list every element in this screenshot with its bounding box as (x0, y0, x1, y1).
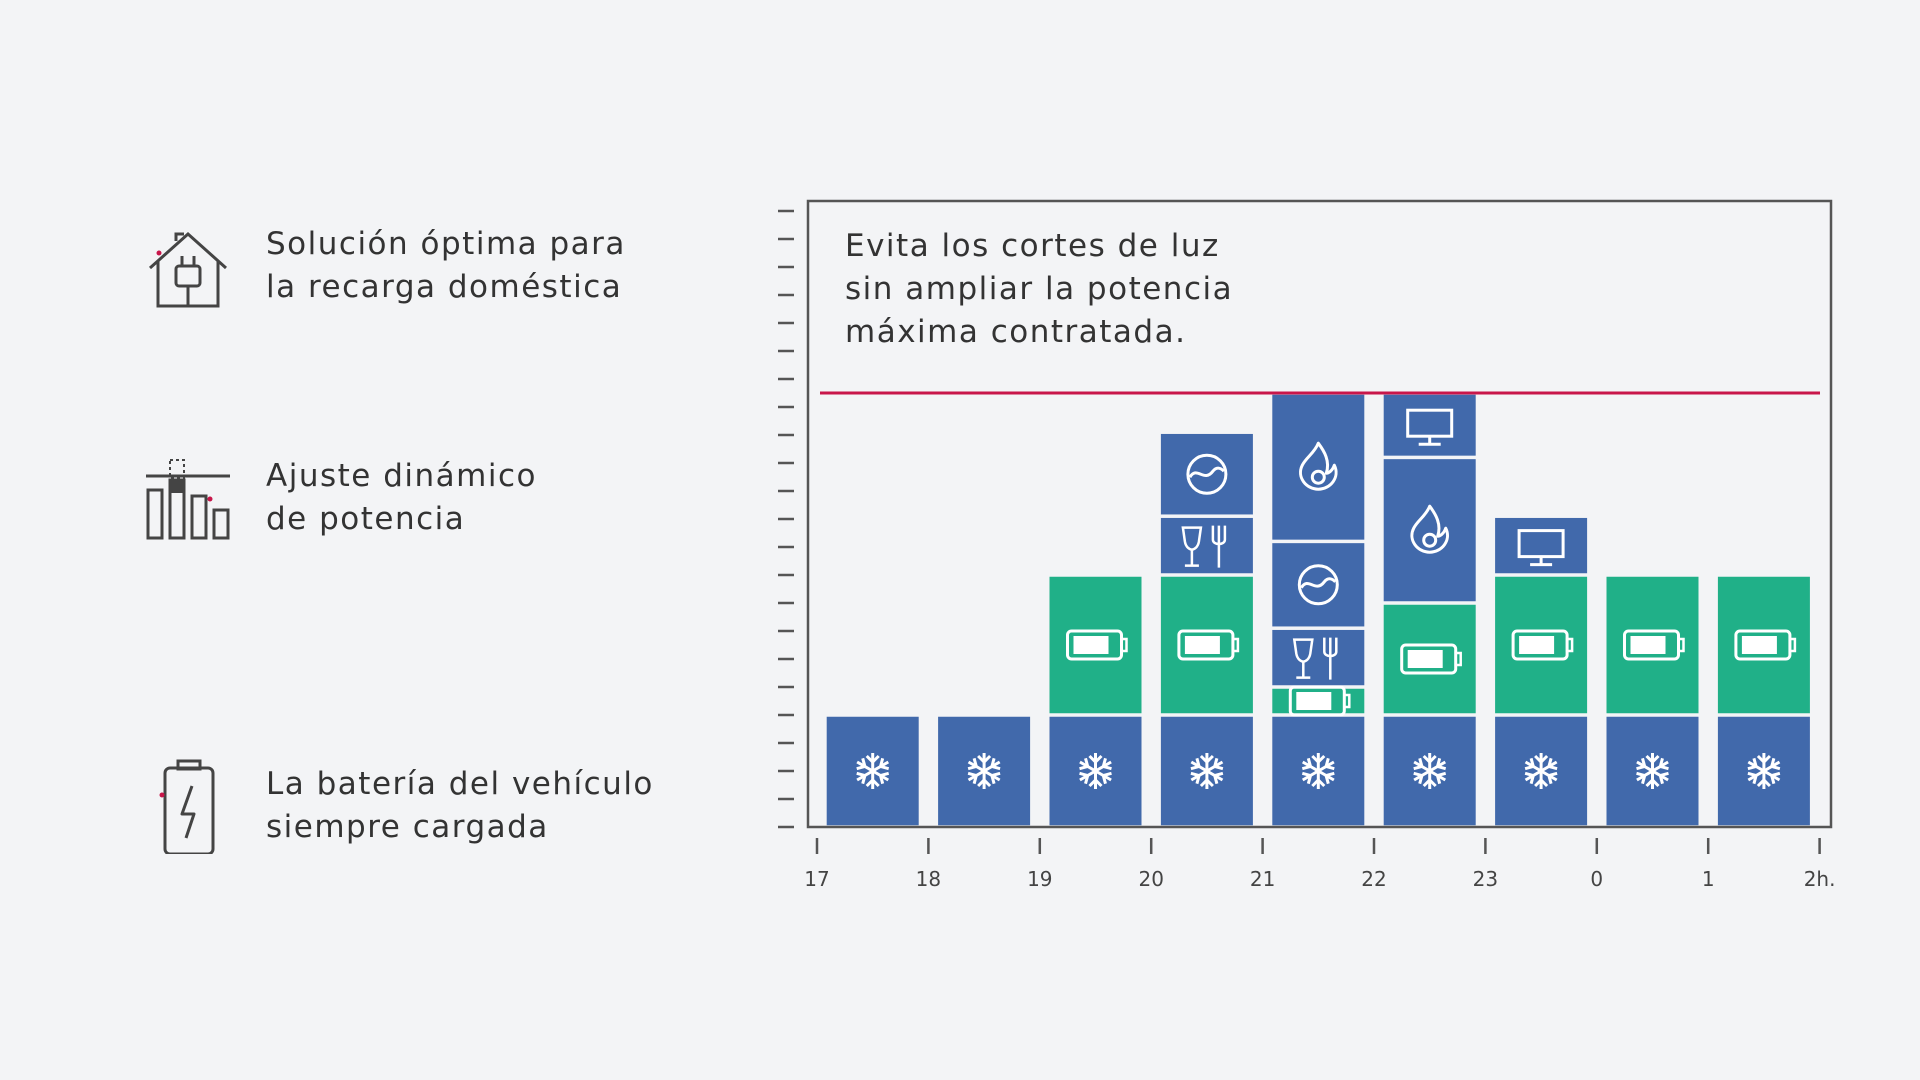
segment-dishwasher (1160, 517, 1253, 574)
x-tick-label: 20 (1138, 867, 1163, 891)
fridge-icon (1301, 753, 1335, 789)
bar-23-0 (1495, 517, 1588, 826)
feature-2-line-2: de potencia (266, 501, 466, 537)
dishwasher-icon (1181, 525, 1227, 568)
ev-charging-icon (1734, 629, 1797, 661)
x-tick-label: 0 (1590, 867, 1603, 891)
fridge-icon (1524, 753, 1558, 789)
feature-3-line-2: siempre cargada (266, 809, 549, 845)
fridge-icon (856, 753, 890, 789)
x-tick-label: 1 (1702, 867, 1715, 891)
bar-18-19 (938, 716, 1031, 826)
chart-title-line-3: máxima contratada. (845, 314, 1187, 350)
ev-charging-icon (1511, 629, 1574, 661)
fridge-icon (1747, 753, 1781, 789)
bar-0-1 (1606, 576, 1699, 826)
chart-frame (806, 199, 1833, 829)
heater-icon (1410, 504, 1449, 554)
feature-2-line-1: Ajuste dinámico (266, 458, 537, 494)
bar-1-2 (1717, 576, 1810, 826)
segment-tv (1383, 394, 1476, 456)
feature-1-line-1: Solución óptima para (266, 226, 626, 262)
ev-charging-icon (1400, 643, 1462, 675)
washing-machine-icon (1297, 564, 1339, 606)
bar-17-18 (826, 716, 919, 826)
chart-title-line-1: Evita los cortes de luz (845, 228, 1220, 264)
x-tick-label: 23 (1473, 867, 1498, 891)
x-tick-label: 22 (1361, 867, 1386, 891)
power-bars-icon (146, 459, 230, 540)
bar-21-22 (1272, 394, 1365, 826)
chart-title: Evita los cortes de luz sin ampliar la p… (845, 225, 1233, 354)
y-axis-ticks (778, 209, 794, 829)
bar-19-20 (1049, 576, 1142, 826)
ev-charging-icon (1066, 629, 1128, 661)
feature-vehicle-battery: La batería del vehículo siempre cargada (140, 758, 654, 854)
fridge-icon (1190, 753, 1224, 789)
x-tick-label: 19 (1027, 867, 1052, 891)
fridge-icon (1636, 753, 1669, 789)
x-tick-label: 18 (916, 867, 941, 891)
feature-dynamic-power: Ajuste dinámico de potencia (140, 450, 537, 546)
x-tick-label: 2h. (1804, 867, 1836, 891)
chart-title-line-2: sin ampliar la potencia (845, 271, 1234, 307)
feature-3-line-1: La batería del vehículo (266, 766, 654, 802)
house-plug-icon (148, 231, 228, 308)
tv-icon (1406, 408, 1454, 446)
x-axis-ticks: 17 18 19 20 21 22 23 0 1 2h. (804, 838, 1835, 891)
x-tick-label: 21 (1250, 867, 1275, 891)
x-tick-label: 17 (804, 867, 829, 891)
phone-battery-icon (159, 759, 215, 854)
segment-heater (1272, 394, 1365, 540)
fridge-icon (1079, 753, 1112, 789)
stacked-bars (826, 394, 1810, 826)
fridge-icon (967, 753, 1001, 789)
heater-icon (1299, 441, 1338, 491)
tv-icon (1517, 529, 1565, 567)
fridge-icon (1413, 753, 1447, 789)
bar-20-21 (1160, 433, 1253, 826)
segment-heater (1383, 459, 1476, 602)
bar-22-23 (1383, 394, 1476, 826)
ev-charging-icon (1177, 629, 1240, 661)
feature-1-line-2: la recarga doméstica (266, 269, 623, 305)
ev-charging-icon (1288, 685, 1351, 717)
segment-dishwasher (1272, 629, 1365, 686)
ev-charging-icon (1623, 629, 1685, 661)
dishwasher-icon (1292, 637, 1338, 680)
feature-home-charging: Solución óptima para la recarga doméstic… (140, 218, 626, 314)
washing-machine-icon (1186, 453, 1228, 495)
